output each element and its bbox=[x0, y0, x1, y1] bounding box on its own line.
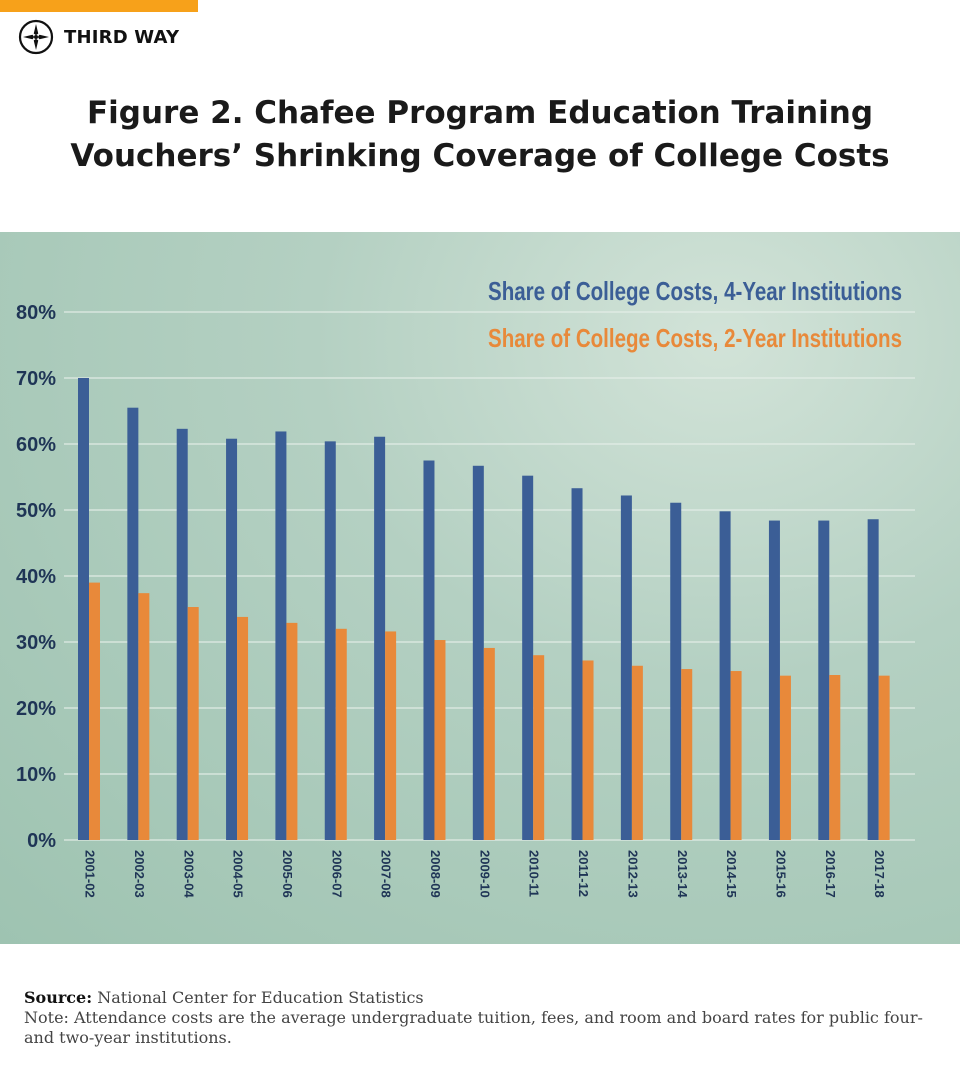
compass-icon bbox=[18, 19, 54, 55]
bar-4-year bbox=[127, 407, 139, 840]
bar-4-year bbox=[867, 519, 879, 840]
bar-2-year bbox=[779, 675, 791, 840]
x-tick-label: 2010-11 bbox=[527, 850, 542, 897]
bar-2-year bbox=[631, 665, 643, 840]
bar-2-year bbox=[533, 655, 545, 840]
bar-2-year bbox=[878, 675, 890, 840]
x-tick-label: 2016-17 bbox=[823, 850, 838, 898]
bar-2-year bbox=[829, 675, 841, 840]
x-tick-label: 2014-15 bbox=[724, 850, 739, 898]
source-label: Source: bbox=[24, 988, 93, 1007]
bar-4-year bbox=[472, 465, 484, 840]
x-tick-label: 2002-03 bbox=[132, 850, 147, 898]
y-tick-label: 0% bbox=[27, 830, 56, 852]
bar-4-year bbox=[719, 511, 731, 840]
bar-2-year bbox=[335, 628, 347, 840]
bar-2-year bbox=[730, 671, 742, 840]
x-tick-label: 2008-09 bbox=[428, 850, 443, 898]
y-tick-label: 20% bbox=[16, 698, 56, 720]
bar-2-year bbox=[237, 616, 249, 840]
bar-2-year bbox=[89, 582, 100, 840]
figure-title-line-1: Figure 2. Chafee Program Education Train… bbox=[86, 95, 874, 131]
x-tick-label: 2011-12 bbox=[576, 850, 591, 897]
bar-4-year bbox=[522, 475, 534, 840]
bar-4-year bbox=[275, 431, 287, 840]
bar-4-year bbox=[78, 378, 89, 840]
y-tick-label: 40% bbox=[16, 566, 56, 588]
source-text: National Center for Education Statistics bbox=[97, 988, 424, 1007]
bar-chart: 0% 10% 20% 30% 40% 50% 60% 70% 80% 2001-02 2002-03… bbox=[16, 276, 915, 898]
x-tick-label: 2017-18 bbox=[872, 850, 887, 898]
bar-2-year bbox=[681, 669, 693, 840]
bar-4-year bbox=[176, 428, 188, 840]
bar-4-year bbox=[226, 438, 238, 840]
bar-2-year bbox=[483, 647, 495, 840]
figure-title: Figure 2. Chafee Program Education Train… bbox=[40, 92, 920, 178]
brand-logo[interactable]: THIRD WAY bbox=[18, 19, 179, 55]
legend-4-year: Share of College Costs, 4-Year Instituti… bbox=[488, 276, 902, 306]
bar-2-year bbox=[187, 607, 199, 840]
bar-4-year bbox=[620, 495, 632, 840]
bar-4-year bbox=[423, 460, 435, 840]
figure-title-line-2: Vouchers’ Shrinking Coverage of College … bbox=[70, 138, 890, 174]
x-tick-label: 2006-07 bbox=[329, 850, 344, 898]
source-line: Source: National Center for Education St… bbox=[24, 988, 944, 1008]
bar-4-year bbox=[571, 488, 583, 840]
chart-panel: 0% 10% 20% 30% 40% 50% 60% 70% 80% 2001-02 2002-03… bbox=[0, 232, 960, 944]
bar-2-year bbox=[286, 622, 298, 840]
x-tick-label: 2012-13 bbox=[625, 850, 640, 898]
y-tick-label: 50% bbox=[16, 500, 56, 522]
bar-4-year bbox=[768, 520, 780, 840]
y-tick-label: 80% bbox=[16, 302, 56, 324]
x-tick-label: 2004-05 bbox=[231, 850, 246, 898]
y-tick-label: 10% bbox=[16, 764, 56, 786]
bar-2-year bbox=[385, 631, 397, 840]
source-block: Source: National Center for Education St… bbox=[24, 988, 944, 1048]
y-tick-label: 60% bbox=[16, 434, 56, 456]
bar-4-year bbox=[670, 502, 682, 840]
y-tick-label: 30% bbox=[16, 632, 56, 654]
brand-name: THIRD WAY bbox=[64, 26, 180, 48]
bar-4-year bbox=[324, 441, 336, 840]
x-tick-label: 2013-14 bbox=[675, 850, 690, 898]
legend-2-year: Share of College Costs, 2-Year Instituti… bbox=[488, 323, 902, 353]
bar-4-year bbox=[374, 436, 386, 840]
accent-bar bbox=[0, 0, 198, 12]
x-tick-label: 2005-06 bbox=[280, 850, 295, 898]
bar-4-year bbox=[818, 520, 830, 840]
bar-2-year bbox=[138, 593, 150, 840]
x-tick-label: 2015-16 bbox=[774, 850, 789, 898]
x-tick-label: 2009-10 bbox=[477, 850, 492, 898]
x-tick-label: 2003-04 bbox=[181, 850, 196, 898]
x-tick-label: 2001-02 bbox=[83, 850, 98, 898]
x-tick-label: 2007-08 bbox=[379, 850, 394, 898]
bar-2-year bbox=[434, 640, 446, 840]
source-note: Note: Attendance costs are the average u… bbox=[24, 1008, 923, 1047]
bar-2-year bbox=[582, 660, 594, 840]
y-tick-label: 70% bbox=[16, 368, 56, 390]
